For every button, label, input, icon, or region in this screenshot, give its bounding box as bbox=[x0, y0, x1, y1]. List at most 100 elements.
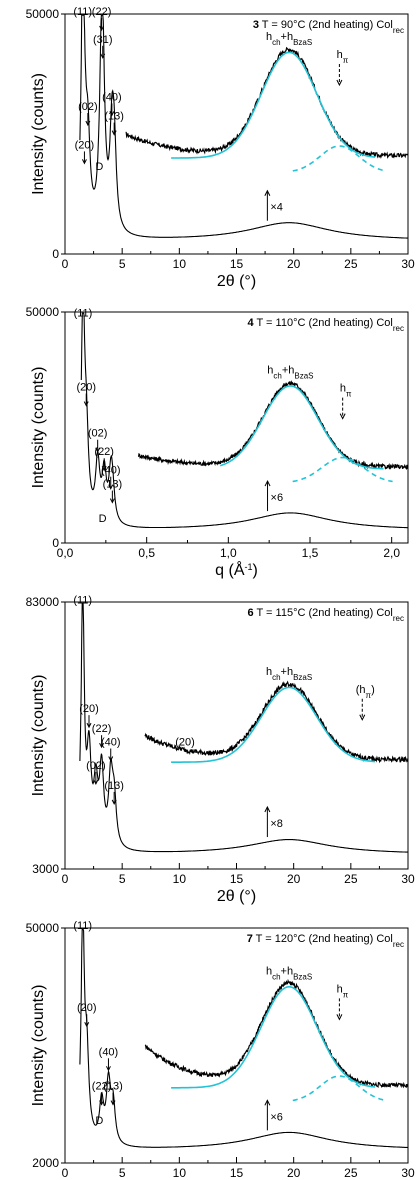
peak-label: (20) bbox=[175, 737, 195, 749]
y-tick-label: 0 bbox=[52, 536, 59, 550]
hpi-label: (hπ) bbox=[356, 684, 375, 700]
y-axis-label: Intensity (counts) bbox=[30, 985, 47, 1107]
peak-arrowhead bbox=[99, 742, 105, 749]
scaled-curve bbox=[144, 978, 409, 1089]
x-tick-label: 15 bbox=[230, 1166, 244, 1180]
peak-label: (02) bbox=[86, 760, 106, 772]
y-tick-label: 50000 bbox=[26, 305, 60, 319]
plot-frame bbox=[64, 601, 409, 870]
x-tick-label: 0,0 bbox=[57, 546, 74, 560]
chart-title: 4 T = 110°C (2nd heating) Colrec bbox=[248, 317, 405, 333]
x-tick-label: 1,5 bbox=[302, 546, 319, 560]
hpi-fit-curve bbox=[292, 456, 393, 483]
peak-label: (20) bbox=[79, 703, 99, 715]
halo-label: hch+hBzaS bbox=[267, 365, 313, 381]
x-tick-label: 25 bbox=[344, 257, 358, 271]
peak-arrowhead bbox=[84, 1022, 90, 1028]
peak-label: (13) bbox=[103, 1081, 123, 1093]
x-tick-label: 5 bbox=[119, 257, 126, 271]
plot-frame bbox=[64, 311, 409, 544]
peak-arrowhead bbox=[85, 120, 91, 127]
x-tick-label: 25 bbox=[344, 1166, 358, 1180]
peak-arrowhead bbox=[108, 756, 114, 762]
peak-arrowhead bbox=[105, 1066, 111, 1072]
halo-fit-curve bbox=[171, 686, 376, 763]
x-tick-label: 0 bbox=[62, 872, 69, 886]
peak-label: (40) bbox=[102, 91, 122, 103]
peak-label: (31) bbox=[93, 34, 113, 46]
scaled-curve bbox=[125, 46, 409, 159]
peak-label: (20) bbox=[77, 1002, 97, 1014]
hpi-arrowhead bbox=[336, 79, 343, 87]
peak-arrowhead bbox=[111, 799, 117, 806]
scale-arrowhead bbox=[264, 1099, 271, 1106]
diffractogram-curve bbox=[79, 14, 408, 239]
scale-arrowhead bbox=[264, 805, 271, 813]
peak-label: (11) bbox=[73, 920, 92, 932]
x-axis-label: 2θ (°) bbox=[217, 888, 256, 905]
y-axis-label: Intensity (counts) bbox=[30, 367, 47, 489]
y-tick-label: 50000 bbox=[26, 921, 60, 935]
peak-label: D bbox=[99, 513, 107, 525]
peak-arrowhead bbox=[95, 447, 101, 453]
scale-factor-label: ×8 bbox=[270, 818, 283, 830]
peak-arrowhead bbox=[81, 159, 87, 165]
peak-arrowhead bbox=[86, 722, 92, 729]
chart-panel-1: 0 5 10 15 20 25 30 0 50000 2θ (°) Intensity (count… bbox=[26, 6, 415, 290]
peak-arrowhead bbox=[108, 484, 114, 490]
y-tick-label: 0 bbox=[52, 247, 59, 261]
x-tick-label: 20 bbox=[287, 872, 301, 886]
peak-label: (11) bbox=[73, 595, 92, 607]
y-axis-label: Intensity (counts) bbox=[30, 73, 47, 195]
y-axis-label: Intensity (counts) bbox=[30, 675, 47, 797]
hpi-fit-curve bbox=[292, 1075, 387, 1102]
hpi-label: hπ bbox=[340, 383, 352, 399]
peak-label: (20) bbox=[75, 139, 95, 151]
scaled-curve bbox=[137, 380, 409, 471]
peak-label: (40) bbox=[101, 465, 121, 477]
x-axis-label: 2θ (°) bbox=[217, 273, 256, 290]
x-tick-label: 0,5 bbox=[138, 546, 155, 560]
scale-factor-label: ×4 bbox=[270, 202, 283, 214]
halo-label: hch+hBzaS bbox=[266, 965, 312, 981]
peak-label: (13) bbox=[104, 111, 124, 123]
peak-arrowhead bbox=[99, 1100, 105, 1106]
hpi-arrowhead bbox=[336, 1014, 343, 1021]
x-tick-label: 25 bbox=[344, 872, 358, 886]
x-tick-label: 1,0 bbox=[220, 546, 237, 560]
x-tick-label: 30 bbox=[401, 1166, 415, 1180]
halo-label: hch+hBzaS bbox=[266, 31, 312, 47]
x-tick-label: 15 bbox=[230, 872, 244, 886]
diffractogram-curve bbox=[79, 602, 408, 853]
peak-arrowhead bbox=[100, 53, 106, 59]
x-tick-label: 20 bbox=[287, 257, 301, 271]
x-tick-label: 0 bbox=[62, 257, 69, 271]
peak-arrowhead bbox=[111, 130, 117, 136]
x-tick-label: 15 bbox=[230, 257, 244, 271]
plot-frame bbox=[64, 13, 409, 255]
y-tick-label: 50000 bbox=[26, 7, 60, 21]
peak-label: (11) bbox=[74, 308, 93, 320]
peak-label: (22) bbox=[92, 1081, 112, 1093]
chart-panel-4: 0510152025302000500002θ (°)Intensity (co… bbox=[26, 920, 415, 1180]
peak-arrowhead bbox=[110, 1100, 116, 1106]
hpi-arrowhead bbox=[339, 413, 346, 420]
x-tick-label: 10 bbox=[173, 872, 187, 886]
peak-arrowhead bbox=[99, 25, 105, 32]
halo-fit-curve bbox=[171, 986, 376, 1089]
chart-title: 6 T = 115°C (2nd heating) Colrec bbox=[248, 607, 405, 623]
hpi-label: hπ bbox=[337, 983, 349, 999]
peak-label: (13) bbox=[103, 479, 123, 491]
scale-factor-label: ×6 bbox=[271, 492, 284, 504]
peak-label: (40) bbox=[101, 737, 121, 749]
peak-label: (20) bbox=[76, 382, 96, 394]
halo-fit-curve bbox=[219, 385, 384, 470]
y-tick-label: 83000 bbox=[26, 595, 60, 609]
x-tick-label: 30 bbox=[401, 257, 415, 271]
peak-label: (40) bbox=[99, 1046, 119, 1058]
x-tick-label: 10 bbox=[173, 257, 187, 271]
hpi-fit-curve bbox=[292, 145, 387, 172]
peak-label: (22) bbox=[92, 6, 112, 18]
x-tick-label: 5 bbox=[119, 1166, 126, 1180]
halo-label: hch+hBzaS bbox=[266, 666, 312, 682]
